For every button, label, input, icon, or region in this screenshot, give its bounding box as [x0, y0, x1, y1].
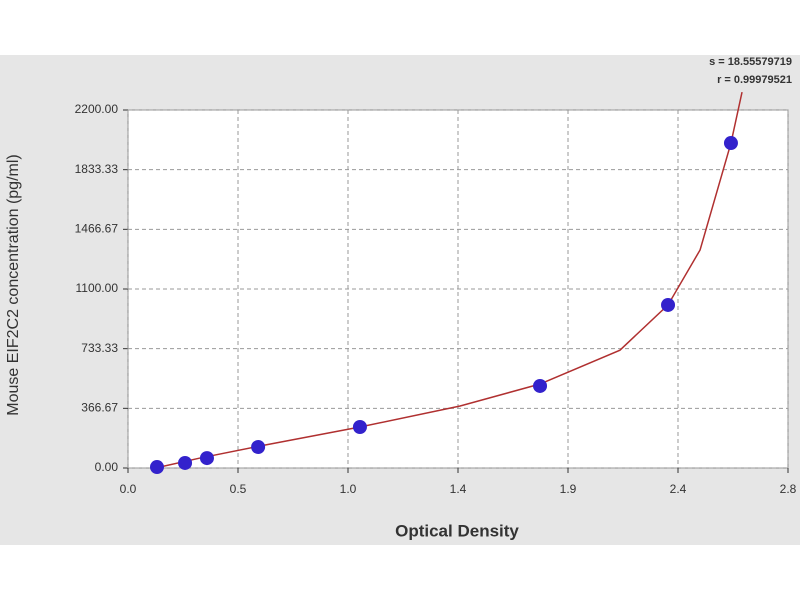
x-tick-label: 0.5 — [230, 482, 247, 496]
data-point — [149, 460, 164, 475]
y-tick-label: 733.33 — [81, 341, 118, 355]
y-axis-label: Mouse EIF2C2 concentration (pg/ml) — [5, 154, 22, 415]
x-tick-label: 1.9 — [560, 482, 577, 496]
data-point — [723, 136, 738, 151]
y-tick-label: 1100.00 — [76, 281, 119, 295]
data-point — [178, 455, 193, 470]
x-tick-label: 0.0 — [120, 482, 137, 496]
x-tick-label: 2.8 — [780, 482, 797, 496]
data-point — [199, 451, 214, 466]
y-tick-label: 1466.67 — [75, 222, 119, 236]
y-tick-label: 366.67 — [81, 401, 118, 415]
x-tick-label: 1.0 — [340, 482, 357, 496]
y-tick-label: 2200.00 — [75, 102, 119, 116]
data-point — [352, 419, 367, 434]
y-tick-label: 0.00 — [95, 460, 119, 474]
annotation: r = 0.99979521 — [717, 74, 792, 86]
x-tick-label: 1.4 — [450, 482, 467, 496]
x-tick-label: 2.4 — [670, 482, 687, 496]
annotation: s = 18.55579719 — [709, 56, 792, 68]
y-tick-label: 1833.33 — [75, 162, 119, 176]
data-point — [533, 378, 548, 393]
data-point — [251, 440, 266, 455]
data-point — [661, 297, 676, 312]
x-axis-label: Optical Density — [395, 521, 519, 540]
